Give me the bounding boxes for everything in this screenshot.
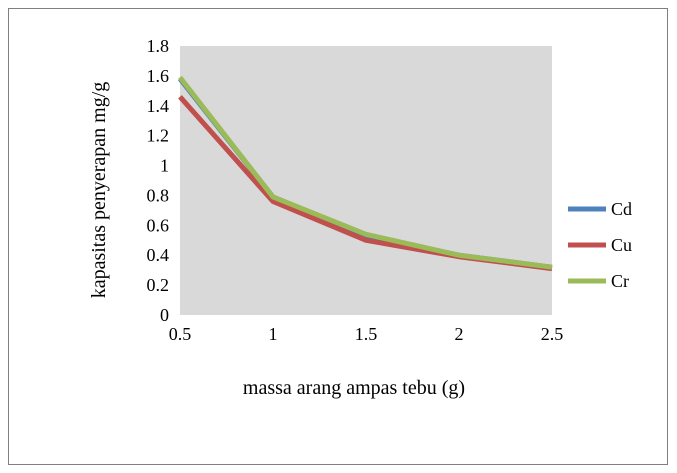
legend-label-cu: Cu xyxy=(611,235,632,255)
y-tick-label: 1.2 xyxy=(147,126,170,146)
y-tick-label: 0.2 xyxy=(147,275,170,295)
y-axis-title: kapasitas penyerapan mg/g xyxy=(88,82,110,299)
y-tick-label: 1 xyxy=(160,156,169,176)
x-tick-label: 0.5 xyxy=(169,324,192,344)
y-tick-label: 1.4 xyxy=(147,96,170,116)
x-tick-label: 2.5 xyxy=(541,324,564,344)
plot-area xyxy=(180,46,552,315)
series-line-cr xyxy=(178,75,553,270)
y-tick-label: 0.8 xyxy=(147,185,170,205)
y-tick-label: 1.8 xyxy=(147,36,170,56)
y-axis-ticks: 0 0.2 0.4 0.6 0.8 1 1.2 1.4 1.6 1.8 xyxy=(147,36,170,325)
x-axis-title: massa arang ampas tebu (g) xyxy=(243,377,465,399)
y-tick-label: 1.6 xyxy=(147,66,170,86)
legend-label-cd: Cd xyxy=(611,199,632,219)
x-tick-label: 1 xyxy=(269,324,278,344)
y-tick-label: 0.4 xyxy=(147,245,170,265)
line-chart: 0 0.2 0.4 0.6 0.8 1 1.2 1.4 1.6 1.8 0.5 1 1.5 2 2.5 m… xyxy=(88,36,632,399)
y-tick-label: 0.6 xyxy=(147,215,170,235)
y-tick-label: 0 xyxy=(160,305,169,325)
legend-label-cr: Cr xyxy=(611,271,629,291)
x-axis-ticks: 0.5 1 1.5 2 2.5 xyxy=(169,324,564,344)
legend: Cd Cu Cr xyxy=(568,199,632,291)
x-tick-label: 1.5 xyxy=(355,324,378,344)
series-lines xyxy=(178,75,553,272)
chart-frame: 0 0.2 0.4 0.6 0.8 1 1.2 1.4 1.6 1.8 0.5 1 1.5 2 2.5 m… xyxy=(8,8,668,465)
x-tick-label: 2 xyxy=(455,324,464,344)
